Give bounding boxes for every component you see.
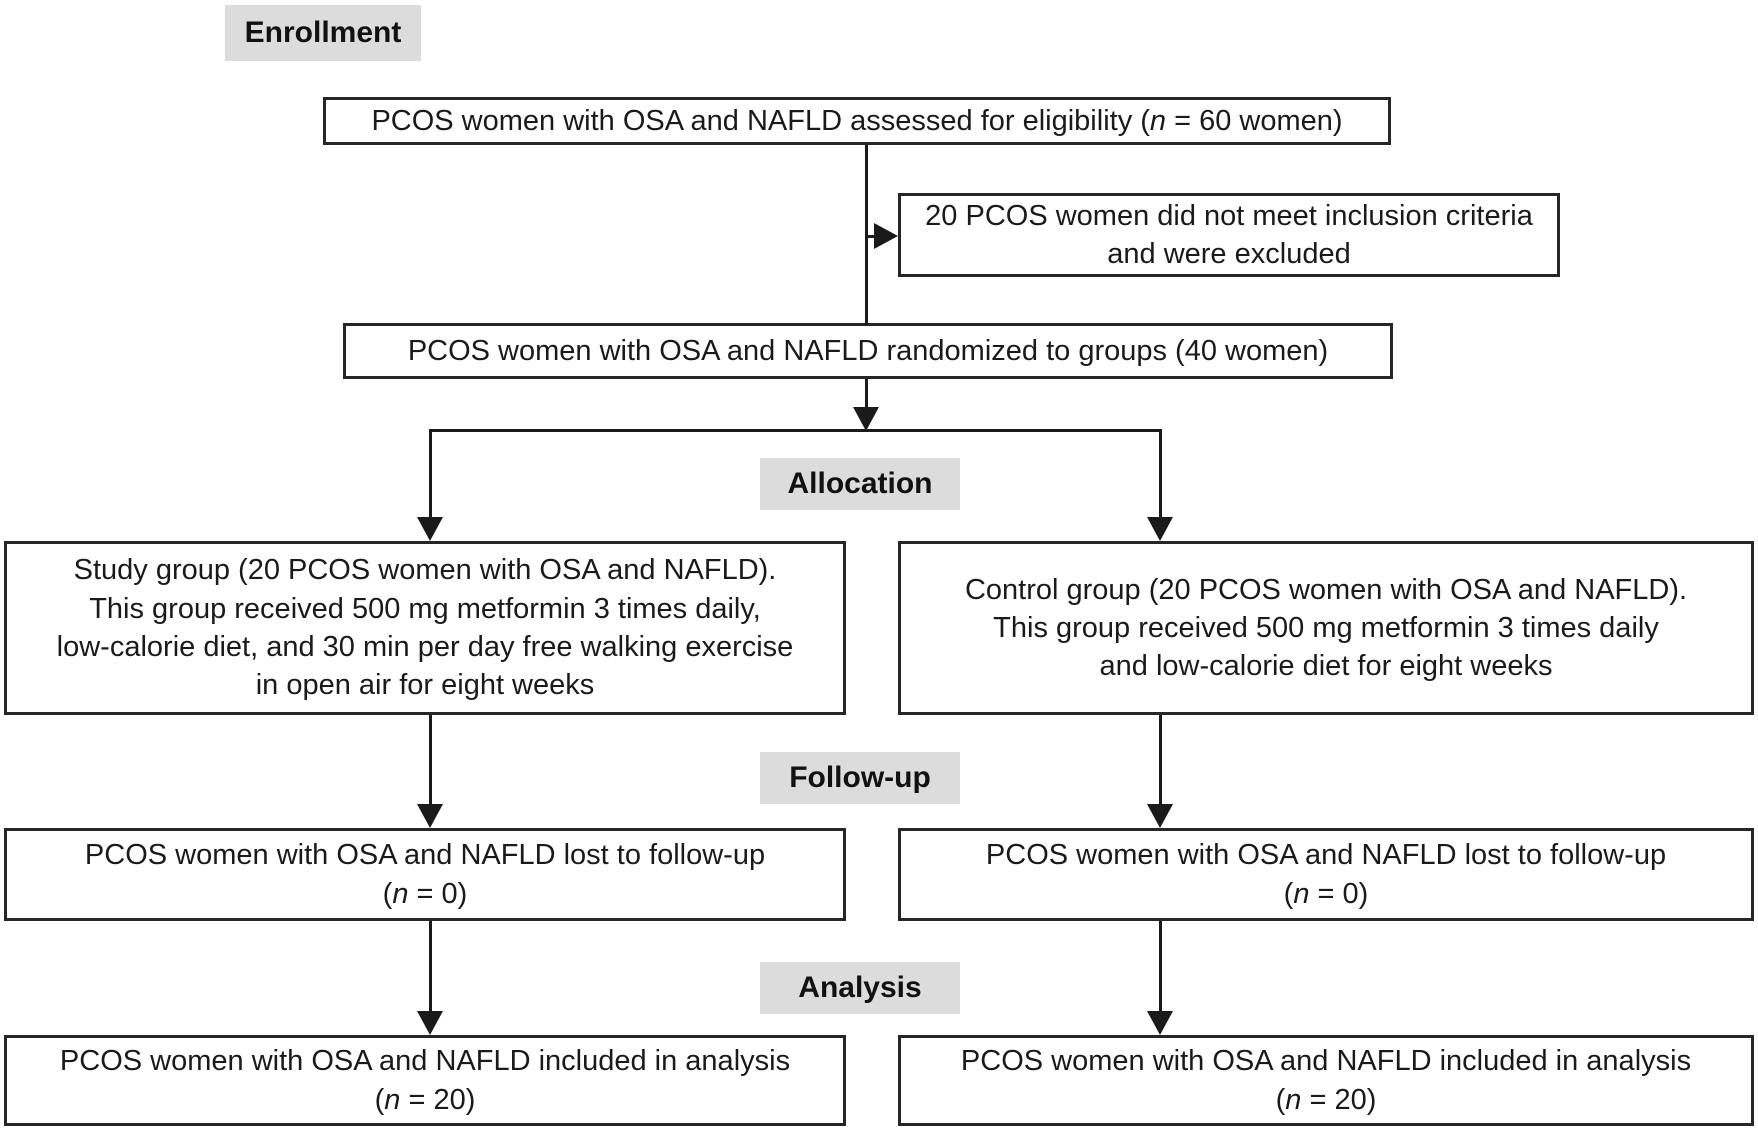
paren-open: (	[382, 877, 393, 910]
arrowhead-study-group	[417, 517, 443, 541]
connector-control-to-follow-up	[1159, 715, 1162, 806]
box-included-in-analysis-control: PCOS women with OSA and NAFLD included i…	[898, 1035, 1754, 1126]
randomized-line: PCOS women with OSA and NAFLD randomized…	[407, 334, 1329, 367]
arrowhead-control-group	[1147, 517, 1173, 541]
n-variable: n	[1285, 1083, 1302, 1116]
stage-label-analysis: Analysis	[760, 962, 960, 1014]
arrowhead-split	[853, 407, 879, 431]
arrowhead-follow-up-study	[417, 804, 443, 828]
lost-follow-up-count: (n = 0)	[383, 875, 468, 913]
box-control-group: Control group (20 PCOS women with OSA an…	[898, 541, 1754, 715]
box-lost-to-follow-up-control: PCOS women with OSA and NAFLD lost to fo…	[898, 828, 1754, 921]
stage-label-allocation-text: Allocation	[787, 467, 933, 500]
lost-follow-up-line: PCOS women with OSA and NAFLD lost to fo…	[84, 839, 766, 872]
box-excluded: 20 PCOS women did not meet inclusion cri…	[898, 193, 1560, 277]
n-variable: n	[384, 1083, 401, 1116]
n-variable: n	[1293, 877, 1310, 910]
arrowhead-analysis-control	[1147, 1011, 1173, 1035]
paren-open: (	[1283, 877, 1294, 910]
assessed-n-variable: n	[1149, 104, 1167, 137]
box-randomized: PCOS women with OSA and NAFLD randomized…	[343, 323, 1393, 379]
lost-follow-up-line: PCOS women with OSA and NAFLD lost to fo…	[985, 839, 1667, 872]
n-value: = 20)	[400, 1083, 476, 1116]
n-value: = 20)	[1301, 1083, 1377, 1116]
control-group-line-3: and low-calorie diet for eight weeks	[1099, 650, 1553, 683]
included-analysis-line: PCOS women with OSA and NAFLD included i…	[59, 1045, 791, 1078]
study-group-line-2: This group received 500 mg metformin 3 t…	[89, 592, 761, 625]
control-group-line-2: This group received 500 mg metformin 3 t…	[993, 611, 1659, 644]
stage-label-follow-up: Follow-up	[760, 752, 960, 804]
box-included-in-analysis-study: PCOS women with OSA and NAFLD included i…	[4, 1035, 846, 1126]
box-assessed-for-eligibility: PCOS women with OSA and NAFLD assessed f…	[323, 97, 1391, 145]
included-analysis-count: (n = 20)	[1276, 1081, 1377, 1119]
paren-open: (	[374, 1083, 385, 1116]
lost-follow-up-count: (n = 0)	[1284, 875, 1369, 913]
included-analysis-count: (n = 20)	[375, 1081, 476, 1119]
study-group-line-1: Study group (20 PCOS women with OSA and …	[73, 554, 777, 587]
excluded-line-2: and were excluded	[1107, 238, 1351, 270]
assessed-count: = 60 women)	[1166, 104, 1343, 137]
box-study-group: Study group (20 PCOS women with OSA and …	[4, 541, 846, 715]
connector-branch-to-excluded	[866, 235, 880, 238]
study-group-line-3: low-calorie diet, and 30 min per day fre…	[56, 631, 794, 663]
stage-label-analysis-text: Analysis	[798, 971, 922, 1004]
included-analysis-line: PCOS women with OSA and NAFLD included i…	[960, 1045, 1692, 1078]
excluded-line-1: 20 PCOS women did not meet inclusion cri…	[925, 199, 1533, 232]
arrowhead-analysis-study	[417, 1011, 443, 1035]
connector-follow-up-to-analysis-control	[1159, 921, 1162, 1013]
arrowhead-follow-up-control	[1147, 804, 1173, 828]
assessed-text: PCOS women with OSA and NAFLD assessed f…	[371, 104, 1150, 137]
connector-split-to-study-group	[429, 429, 432, 519]
n-value: = 0)	[408, 877, 468, 910]
n-variable: n	[392, 877, 409, 910]
connector-split-to-control-group	[1159, 429, 1162, 519]
stage-label-enrollment-text: Enrollment	[244, 16, 402, 49]
paren-open: (	[1275, 1083, 1286, 1116]
study-group-line-4: in open air for eight weeks	[255, 669, 595, 702]
connector-follow-up-to-analysis-study	[429, 921, 432, 1013]
connector-randomized-to-split	[865, 379, 868, 413]
stage-label-enrollment: Enrollment	[225, 5, 421, 61]
stage-label-allocation: Allocation	[760, 458, 960, 510]
control-group-line-1: Control group (20 PCOS women with OSA an…	[964, 573, 1688, 606]
stage-label-follow-up-text: Follow-up	[789, 761, 931, 794]
n-value: = 0)	[1309, 877, 1369, 910]
box-lost-to-follow-up-study: PCOS women with OSA and NAFLD lost to fo…	[4, 828, 846, 921]
connector-split-horizontal	[429, 429, 1162, 432]
connector-study-to-follow-up	[429, 715, 432, 806]
box-assessed-line: PCOS women with OSA and NAFLD assessed f…	[371, 102, 1342, 140]
arrowhead-excluded	[874, 223, 898, 249]
